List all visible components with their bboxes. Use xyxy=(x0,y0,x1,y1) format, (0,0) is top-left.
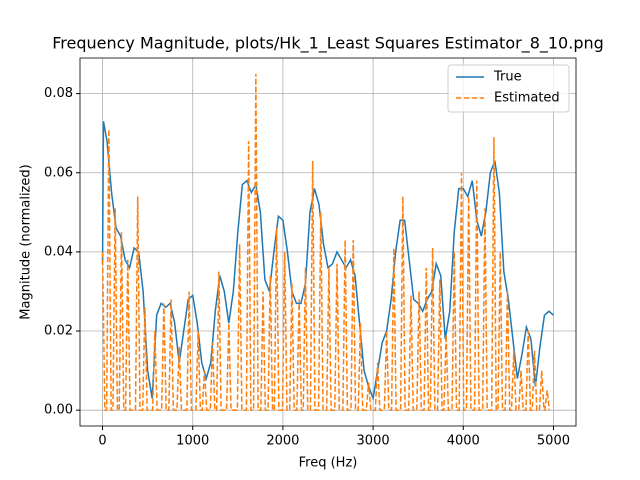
x-tick-label: 4000 xyxy=(447,434,480,449)
x-tick-label: 2000 xyxy=(266,434,299,449)
data-line xyxy=(101,121,554,402)
y-tick-label: 0.00 xyxy=(44,403,73,418)
y-tick-label: 0.04 xyxy=(44,244,73,259)
x-tick-label: 0 xyxy=(98,434,106,449)
legend-label: Estimated xyxy=(494,91,560,106)
data-line xyxy=(101,73,551,411)
plot-frame xyxy=(79,57,577,427)
x-axis-label: Freq (Hz) xyxy=(299,456,358,471)
y-tick-label: 0.08 xyxy=(44,86,73,101)
chart-title: Frequency Magnitude, plots/Hk_1_Least Sq… xyxy=(52,34,604,54)
legend-label: True xyxy=(493,70,522,85)
x-tick-label: 1000 xyxy=(176,434,209,449)
y-tick-label: 0.06 xyxy=(44,165,73,180)
y-axis-label: Magnitude (normalized) xyxy=(19,164,34,319)
y-tick-label: 0.02 xyxy=(44,324,73,339)
x-tick-label: 3000 xyxy=(357,434,390,449)
x-tick-label: 5000 xyxy=(537,434,570,449)
